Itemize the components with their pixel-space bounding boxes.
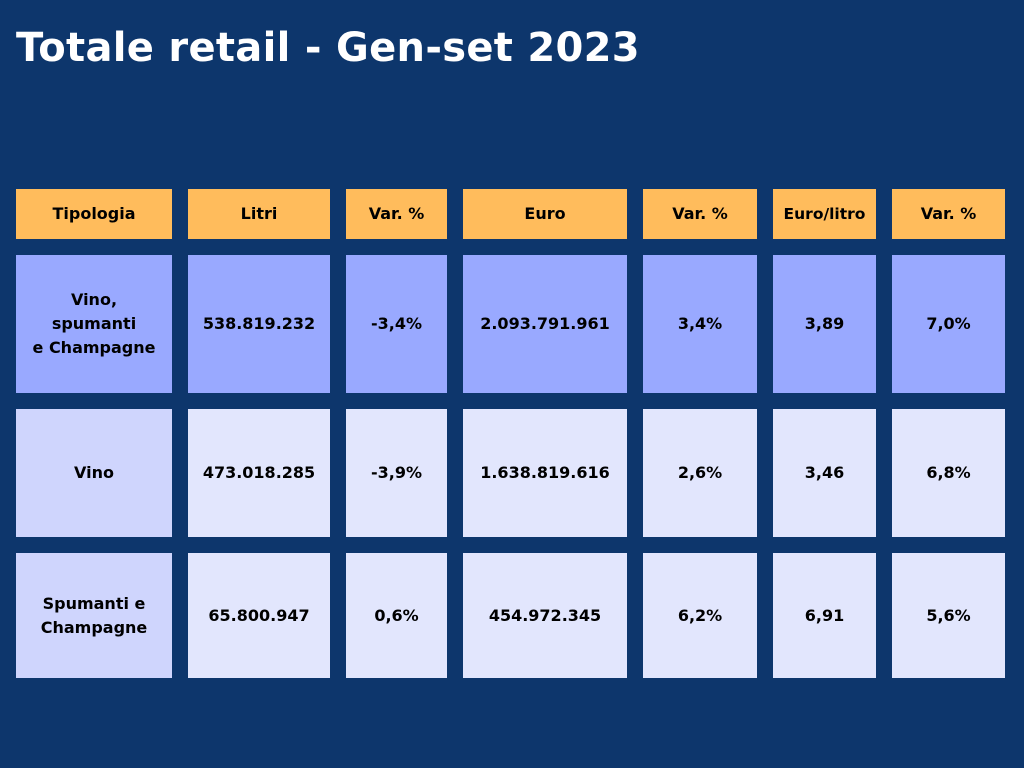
header-label: Var. % xyxy=(368,204,425,223)
header-euro: Euro xyxy=(463,189,627,239)
cell-var-euro: 2,6% xyxy=(643,409,757,537)
cell-euro: 2.093.791.961 xyxy=(463,255,627,393)
header-label: Tipologia xyxy=(52,204,136,223)
cell-var-euro-litro: 5,6% xyxy=(892,553,1005,678)
cell-litri: 473.018.285 xyxy=(188,409,330,537)
row-label: Vino, spumanti e Champagne xyxy=(32,290,156,357)
cell-litri: 538.819.232 xyxy=(188,255,330,393)
header-label: Var. % xyxy=(920,204,977,223)
cell-var-euro-litro: 6,8% xyxy=(892,409,1005,537)
cell-tipologia: Vino, spumanti e Champagne xyxy=(16,255,172,393)
cell-euro: 454.972.345 xyxy=(463,553,627,678)
header-var-euro: Var. % xyxy=(643,189,757,239)
cell-euro-litro: 3,46 xyxy=(773,409,876,537)
cell-var-euro: 6,2% xyxy=(643,553,757,678)
header-label: Var. % xyxy=(672,204,728,223)
cell-tipologia: Vino xyxy=(16,409,172,537)
cell-euro-litro: 3,89 xyxy=(773,255,876,393)
header-label: Euro/litro xyxy=(783,205,866,223)
page-title: Totale retail - Gen-set 2023 xyxy=(16,25,640,71)
cell-euro: 1.638.819.616 xyxy=(463,409,627,537)
cell-tipologia: Spumanti e Champagne xyxy=(16,553,172,678)
header-var-euro-litro: Var. % xyxy=(892,189,1005,239)
cell-var-euro-litro: 7,0% xyxy=(892,255,1005,393)
cell-var-euro: 3,4% xyxy=(643,255,757,393)
row-label: Vino xyxy=(74,463,114,482)
row-label: Spumanti e Champagne xyxy=(40,593,148,637)
header-litri: Litri xyxy=(188,189,330,239)
cell-var-litri: -3,9% xyxy=(346,409,447,537)
header-label: Litri xyxy=(240,204,278,223)
header-tipologia: Tipologia xyxy=(16,189,172,239)
cell-var-litri: 0,6% xyxy=(346,553,447,678)
header-label: Euro xyxy=(524,204,566,223)
header-var-litri: Var. % xyxy=(346,189,447,239)
cell-var-litri: -3,4% xyxy=(346,255,447,393)
cell-euro-litro: 6,91 xyxy=(773,553,876,678)
cell-litri: 65.800.947 xyxy=(188,553,330,678)
header-euro-litro: Euro/litro xyxy=(773,189,876,239)
